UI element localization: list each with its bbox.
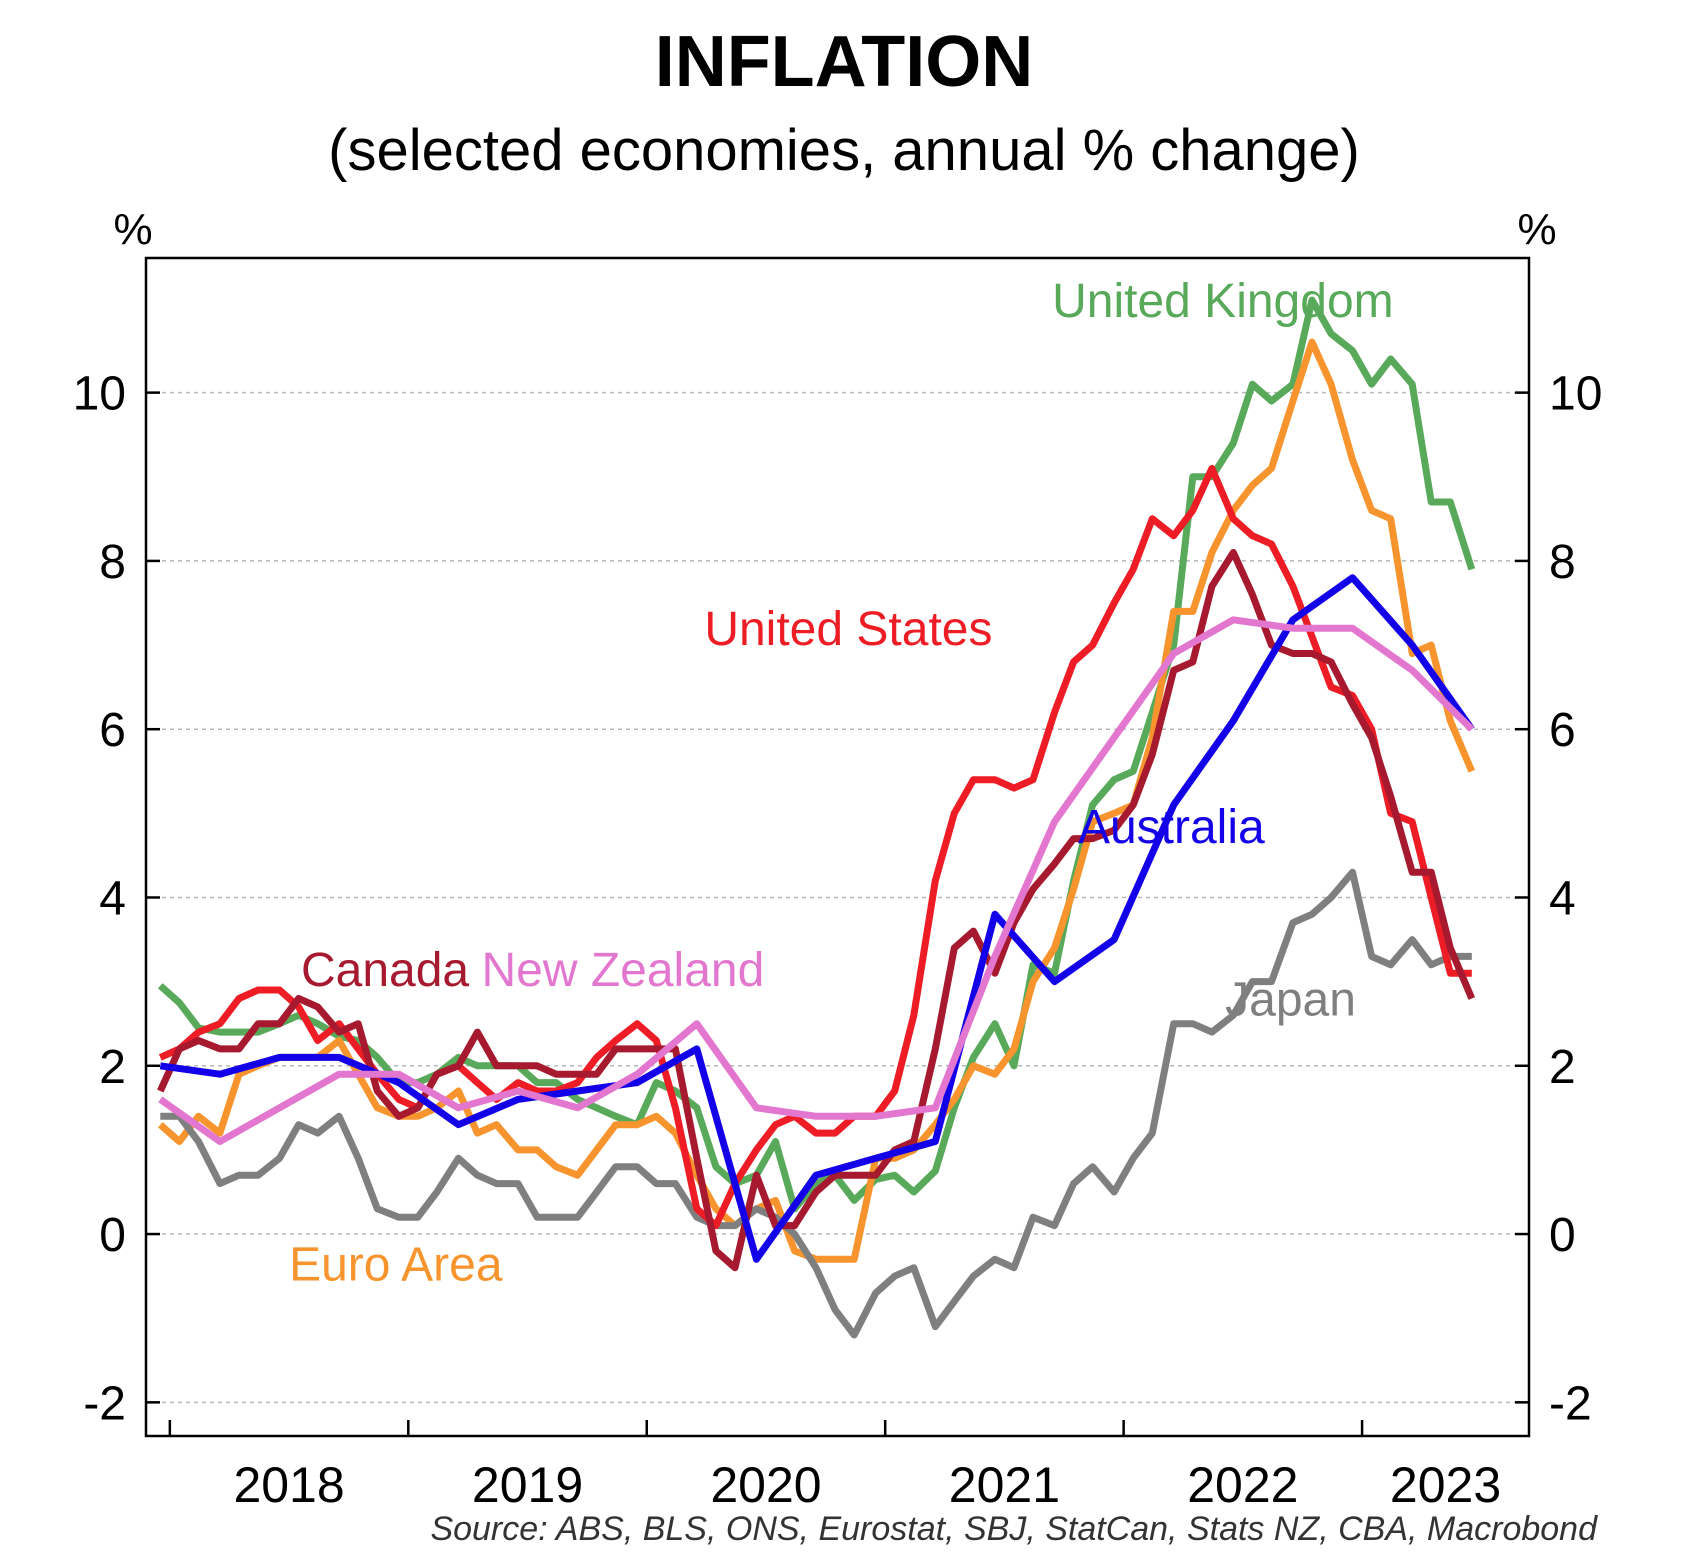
y-tick-label-right: 2	[1549, 1041, 1576, 1094]
series-label-euro-area: Euro Area	[289, 1238, 503, 1291]
series-label-united-states: United States	[704, 603, 992, 656]
x-tick-label: 2021	[949, 1457, 1060, 1513]
y-tick-label-left: -2	[83, 1377, 126, 1430]
series-line-euro-area	[157, 338, 1476, 1263]
series-line-canada	[157, 549, 1476, 1272]
y-tick-label-left: 8	[99, 536, 126, 589]
series-line-united-kingdom	[157, 296, 1476, 1213]
x-tick-label: 2023	[1390, 1457, 1501, 1513]
series-label-united-kingdom: United Kingdom	[1052, 275, 1394, 328]
x-tick-label: 2022	[1187, 1457, 1298, 1513]
y-tick-label-right: -2	[1549, 1377, 1592, 1430]
y-tick-label-right: 10	[1549, 368, 1602, 421]
series-label-new-zealand: New Zealand	[481, 944, 764, 997]
series-label-australia: Australia	[1078, 801, 1265, 854]
y-tick-label-right: 4	[1549, 872, 1576, 925]
y-unit-left: %	[113, 205, 152, 254]
x-tick-label: 2019	[472, 1457, 583, 1513]
y-tick-label-right: 6	[1549, 704, 1576, 757]
series-line-united-states	[158, 464, 1472, 1230]
chart-title: INFLATION	[655, 22, 1034, 102]
y-tick-label-left: 4	[99, 872, 126, 925]
source-note: Source: ABS, BLS, ONS, Eurostat, SBJ, St…	[430, 1510, 1598, 1548]
y-tick-label-left: 2	[99, 1041, 126, 1094]
plot-frame	[144, 256, 1531, 1438]
y-unit-right: %	[1517, 205, 1556, 254]
series-line-new-zealand	[158, 616, 1475, 1145]
y-tick-label-left: 10	[73, 368, 126, 421]
series-label-canada: Canada	[301, 944, 469, 997]
y-tick-label-right: 0	[1549, 1209, 1576, 1262]
axis-ticks: -2 -2 0 0 2 2 4 4 6 6 8 8 10 10 2018 2019 2020 2021 2022 20…	[73, 368, 1603, 1513]
chart-subtitle: (selected economies, annual % change)	[328, 118, 1360, 183]
series-lines	[157, 296, 1476, 1339]
y-tick-label-left: 6	[99, 704, 126, 757]
y-tick-label-right: 8	[1549, 536, 1576, 589]
x-tick-label: 2018	[233, 1457, 344, 1513]
series-labels: United Kingdom Euro Area Japan United State…	[289, 275, 1394, 1291]
series-label-japan: Japan	[1225, 973, 1356, 1026]
y-tick-label-left: 0	[99, 1209, 126, 1262]
series-line-japan	[160, 868, 1472, 1339]
x-tick-label: 2020	[710, 1457, 821, 1513]
